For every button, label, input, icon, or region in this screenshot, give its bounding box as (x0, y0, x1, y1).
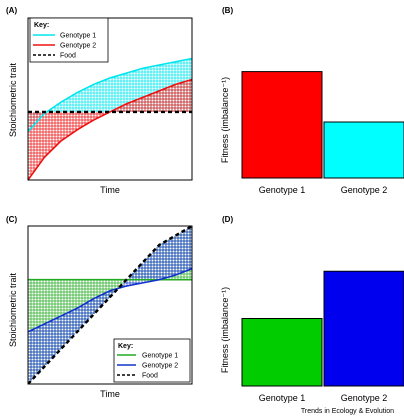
panel-b-category-genotype-2: Genotype 2 (341, 185, 388, 195)
panel-c-legend-genotype-2: Genotype 2 (142, 363, 178, 370)
panel-b-category-genotype-1: Genotype 1 (259, 185, 306, 195)
panel-a-label: (A) (6, 6, 17, 15)
panel-c-x-axis-label: Time (100, 389, 120, 399)
panel-a-frame (27, 17, 193, 181)
panel-d-bars (241, 270, 404, 387)
panel-a: (A) Time Stoichiometric trait Key: Genot… (6, 6, 193, 195)
panel-d: (D) Fitness (imbalance⁻¹) Genotype 1 Gen… (220, 215, 404, 403)
panel-a-y-axis-label: Stoichiometric trait (8, 62, 18, 137)
panel-d-label: (D) (222, 215, 233, 224)
panel-c: (C) Time Stoichiometric trait Key: Genot… (6, 215, 193, 399)
panel-b-y-axis-label: Fitness (imbalance⁻¹) (220, 77, 230, 163)
panel-d-bar-genotype-2 (323, 270, 404, 387)
panel-c-y-axis-label: Stoichiometric trait (8, 272, 18, 347)
panel-a-line-genotype-2 (28, 78, 192, 180)
panel-c-legend-title: Key: (118, 343, 133, 350)
panel-a-legend: Key: Genotype 1 Genotype 2 Food (29, 17, 109, 63)
panel-a-legend-box (29, 17, 109, 63)
panel-b-bar-genotype-2 (323, 121, 404, 179)
panel-b-bars (241, 71, 404, 179)
panel-d-y-axis-label: Fitness (imbalance⁻¹) (220, 287, 230, 373)
panel-d-category-genotype-2: Genotype 2 (341, 393, 388, 403)
panel-a-line-genotype-1 (28, 57, 192, 132)
panel-c-plot-area (28, 226, 192, 384)
panel-c-line-genotype-2 (28, 267, 192, 333)
panel-a-legend-food: Food (60, 53, 76, 60)
panel-a-x-axis-label: Time (100, 185, 120, 195)
panel-c-legend-genotype-1: Genotype 1 (142, 353, 178, 360)
panel-a-legend-title: Key: (34, 22, 49, 29)
panel-c-label: (C) (6, 215, 17, 224)
panel-c-legend-box (113, 338, 191, 383)
panel-c-frame (27, 225, 193, 385)
panel-a-legend-genotype-2: Genotype 2 (60, 43, 96, 50)
panel-a-plot-area (28, 57, 192, 180)
panel-c-legend: Key: Genotype 1 Genotype 2 Food (113, 338, 191, 383)
panel-d-category-genotype-1: Genotype 1 (259, 393, 306, 403)
panel-a-hatch-genotype-2 (28, 80, 192, 180)
panel-b-bar-genotype-1 (241, 71, 323, 179)
panel-a-legend-genotype-1: Genotype 1 (60, 33, 96, 40)
panel-a-hatch-genotype-1 (28, 58, 192, 132)
panel-c-legend-food: Food (142, 373, 158, 380)
panel-d-bar-genotype-1 (241, 318, 323, 387)
panel-c-hatch-genotype-2 (28, 227, 192, 384)
panel-b-label: (B) (222, 6, 233, 15)
panel-c-line-food (28, 226, 192, 384)
panel-b: (B) Fitness (imbalance⁻¹) Genotype 1 Gen… (220, 6, 404, 195)
journal-credit: Trends in Ecology & Evolution (300, 408, 394, 415)
